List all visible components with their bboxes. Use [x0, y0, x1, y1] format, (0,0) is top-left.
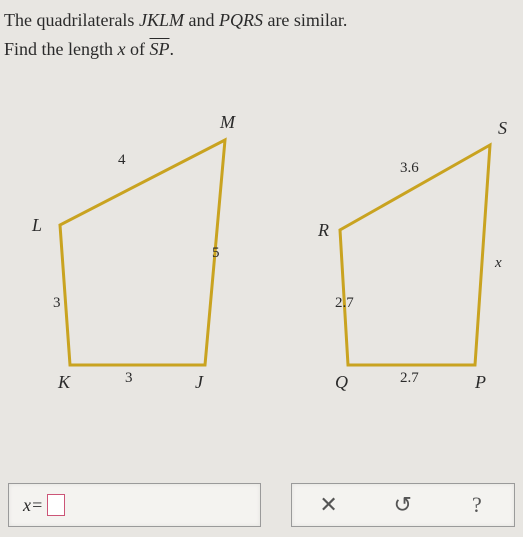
quad2-name: PQRS — [219, 10, 263, 30]
edge-lk-label: 3 — [53, 295, 61, 312]
variable-x: x — [118, 39, 126, 59]
edge-rq-label: 2.7 — [335, 295, 354, 312]
text: of — [126, 39, 150, 59]
text: The quadrilaterals — [4, 10, 139, 30]
diagram-area: M L K J 4 5 3 3 S R Q P 3.6 x 2.7 2.7 — [0, 100, 523, 440]
vertex-r: R — [318, 220, 329, 241]
quad1-name: JKLM — [139, 10, 184, 30]
text: Find the length — [4, 39, 118, 59]
edge-kj-label: 3 — [125, 370, 133, 387]
text: and — [184, 10, 219, 30]
text: are similar. — [263, 10, 347, 30]
text: . — [170, 39, 175, 59]
vertex-k: K — [58, 372, 70, 393]
button-bar: ✕ ↺ ? — [291, 483, 516, 527]
edge-lm-label: 4 — [118, 152, 126, 169]
edge-mj-label: 5 — [212, 245, 220, 262]
undo-button[interactable]: ↺ — [366, 484, 440, 526]
edge-qp-label: 2.7 — [400, 370, 419, 387]
answer-blank[interactable] — [47, 494, 65, 516]
quad1-poly — [60, 140, 225, 365]
problem-text: The quadrilaterals JKLM and PQRS are sim… — [0, 0, 523, 64]
vertex-p: P — [475, 372, 486, 393]
vertex-j: J — [195, 372, 203, 393]
edge-sp-label: x — [495, 255, 502, 272]
quadrilateral-jklm — [30, 120, 260, 380]
answer-input-box[interactable]: x = — [8, 483, 261, 527]
answer-bar: x = ✕ ↺ ? — [8, 483, 515, 527]
vertex-q: Q — [335, 372, 348, 393]
help-button[interactable]: ? — [440, 484, 514, 526]
answer-var: x — [23, 495, 31, 516]
answer-eq: = — [31, 495, 43, 516]
quad2-poly — [340, 145, 490, 365]
segment-sp: SP — [150, 39, 170, 59]
close-button[interactable]: ✕ — [292, 484, 366, 526]
edge-rs-label: 3.6 — [400, 160, 419, 177]
vertex-s: S — [498, 118, 507, 139]
vertex-m: M — [220, 112, 235, 133]
vertex-l: L — [32, 215, 42, 236]
